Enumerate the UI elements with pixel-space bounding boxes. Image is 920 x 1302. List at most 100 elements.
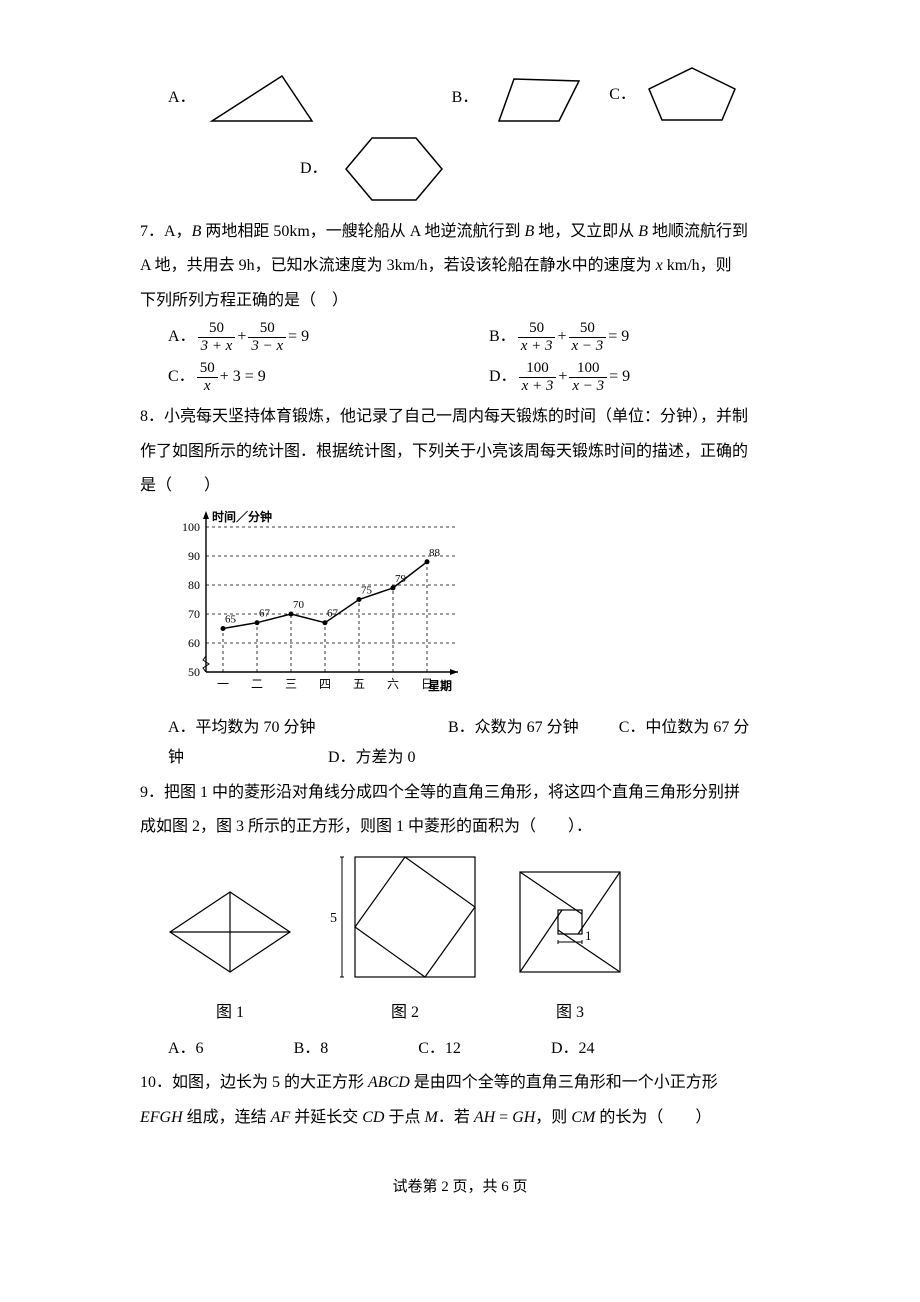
- q9-opt-c: C．12: [418, 1034, 461, 1064]
- fig-caption: 图 2: [330, 998, 480, 1028]
- q9-opt-d: D．24: [551, 1034, 595, 1064]
- svg-text:一: 一: [217, 677, 229, 691]
- q6-options-row1: A． B． C．: [168, 64, 780, 126]
- var-ah: AH: [474, 1109, 495, 1126]
- var-gh: GH: [512, 1109, 535, 1126]
- hexagon-shape: [334, 132, 454, 207]
- svg-text:88: 88: [429, 547, 441, 559]
- opt-label: A．: [168, 83, 196, 113]
- q9-options: A．6 B．8 C．12 D．24: [168, 1034, 780, 1064]
- plus: +: [558, 362, 567, 392]
- q8-chart: 5060708090100时间／分钟星期一65二67三70四67五75六79日8…: [168, 507, 780, 708]
- denom: 3 + x: [198, 338, 236, 355]
- var-af: AF: [271, 1109, 291, 1126]
- svg-text:90: 90: [188, 549, 200, 563]
- opt-label: C．: [168, 362, 195, 392]
- svg-text:67: 67: [259, 608, 271, 620]
- text: ，则: [535, 1109, 571, 1126]
- rest: + 3 = 9: [220, 362, 266, 392]
- svg-text:65: 65: [225, 614, 237, 626]
- svg-text:时间／分钟: 时间／分钟: [212, 509, 272, 524]
- q8-opts-row2: 钟 D．方差为 0: [168, 743, 780, 773]
- equals: = 9: [608, 322, 629, 352]
- svg-text:四: 四: [319, 677, 331, 691]
- var-B: B: [192, 223, 202, 240]
- q8-opt-c: C．中位数为 67 分: [619, 713, 750, 743]
- square2-figure: 5: [330, 852, 480, 982]
- fraction: 503 − x: [248, 320, 286, 354]
- denom: x − 3: [569, 338, 607, 355]
- q7-opt-b: B． 50x + 3 + 50x − 3 = 9: [489, 320, 780, 354]
- opt-label: B．: [489, 322, 516, 352]
- var-B: B: [524, 223, 534, 240]
- denom: x: [197, 378, 218, 395]
- text: 的长为（ ）: [595, 1109, 711, 1126]
- var-cm: CM: [571, 1109, 595, 1126]
- q8-options: A．平均数为 70 分钟 B．众数为 67 分钟 C．中位数为 67 分 钟 D…: [168, 713, 780, 774]
- pentagon-shape: [642, 64, 742, 126]
- fig-caption: 图 3: [510, 998, 630, 1028]
- q7-stem-line3: 下列所列方程正确的是（ ）: [140, 286, 780, 316]
- var-m: M: [424, 1109, 437, 1126]
- q6-options-row2: D．: [300, 132, 780, 207]
- svg-text:六: 六: [387, 677, 399, 691]
- svg-text:五: 五: [353, 677, 365, 691]
- q7-opt-a: A． 503 + x + 503 − x = 9: [168, 320, 459, 354]
- q8-opts-row1: A．平均数为 70 分钟 B．众数为 67 分钟 C．中位数为 67 分: [168, 713, 780, 743]
- fraction: 50x + 3: [518, 320, 556, 354]
- q8-opt-d: D．方差为 0: [328, 743, 416, 773]
- var-B: B: [638, 223, 648, 240]
- var-x: x: [656, 257, 663, 274]
- var-cd: CD: [362, 1109, 384, 1126]
- q9-fig2: 5 图 2: [330, 852, 480, 1028]
- text: km/h，则: [663, 257, 732, 274]
- opt-label: B．: [452, 83, 479, 113]
- text: 地，又立即从: [534, 223, 638, 240]
- page-footer: 试卷第 2 页，共 6 页: [140, 1173, 780, 1202]
- svg-text:80: 80: [188, 578, 200, 592]
- numer: 50: [197, 360, 218, 378]
- q10-stem-line2: EFGH 组成，连结 AF 并延长交 CD 于点 M．若 AH = GH，则 C…: [140, 1103, 780, 1133]
- q9-stem-line2: 成如图 2，图 3 所示的正方形，则图 1 中菱形的面积为（ ）．: [140, 812, 780, 842]
- q8-stem-line2: 作了如图所示的统计图．根据统计图，下列关于小亮该周每天锻炼时间的描述，正确的: [140, 437, 780, 467]
- text: 并延长交: [290, 1109, 362, 1126]
- q8-opt-c-cont: 钟: [168, 743, 288, 773]
- q9-stem-line1: 9．把图 1 中的菱形沿对角线分成四个全等的直角三角形，将这四个直角三角形分别拼: [140, 778, 780, 808]
- q9-fig1: 图 1: [160, 882, 300, 1028]
- svg-text:60: 60: [188, 636, 200, 650]
- q9-opt-b: B．8: [294, 1034, 329, 1064]
- equals: = 9: [288, 322, 309, 352]
- q6-opt-a: A．: [168, 71, 322, 126]
- q9-opt-a: A．6: [168, 1034, 204, 1064]
- numer: 50: [569, 320, 607, 338]
- line-chart: 5060708090100时间／分钟星期一65二67三70四67五75六79日8…: [168, 507, 468, 697]
- rhombus-figure: [160, 882, 300, 982]
- var-efgh: EFGH: [140, 1109, 183, 1126]
- text: 地顺流航行到: [648, 223, 748, 240]
- denom: 3 − x: [248, 338, 286, 355]
- opt-label: A．: [168, 322, 196, 352]
- plus: +: [237, 322, 246, 352]
- numer: 50: [198, 320, 236, 338]
- text: A 地，共用去 9h，已知水流速度为 3km/h，若设该轮船在静水中的速度为: [140, 257, 656, 274]
- denom: x + 3: [519, 378, 557, 395]
- q6-opt-c: C．: [609, 64, 742, 126]
- dim-label: 1: [585, 928, 592, 943]
- triangle-shape: [202, 71, 322, 126]
- denom: x + 3: [518, 338, 556, 355]
- text: ．若: [438, 1109, 474, 1126]
- svg-text:三: 三: [285, 677, 297, 691]
- fraction: 503 + x: [198, 320, 236, 354]
- numer: 50: [518, 320, 556, 338]
- opt-label: D．: [300, 154, 328, 184]
- fraction: 100x + 3: [519, 360, 557, 394]
- fraction: 50x: [197, 360, 218, 394]
- text: 组成，连结: [183, 1109, 271, 1126]
- svg-text:70: 70: [188, 607, 200, 621]
- var-abcd: ABCD: [368, 1074, 410, 1091]
- q7-opt-c: C． 50x + 3 = 9: [168, 360, 459, 394]
- text: 两地相距 50km，一艘轮船从 A 地逆流航行到: [201, 223, 524, 240]
- equals: = 9: [609, 362, 630, 392]
- svg-text:70: 70: [293, 599, 305, 611]
- q6-opt-b: B．: [452, 71, 590, 126]
